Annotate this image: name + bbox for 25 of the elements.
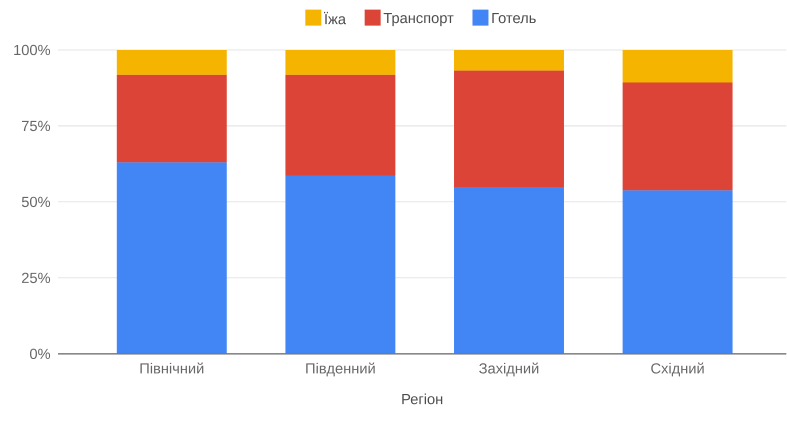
x-tick-label: Східний <box>651 362 704 376</box>
bar <box>622 82 733 190</box>
bar <box>454 188 564 354</box>
bar <box>116 74 227 162</box>
x-tick-label: Північний <box>140 362 204 374</box>
legend-label: Їжа <box>324 12 346 24</box>
legend-label: Готель <box>492 13 536 24</box>
bar <box>285 74 396 176</box>
bar <box>622 50 733 83</box>
legend-label: Транспорт <box>384 13 454 26</box>
x-axis-title: Регіон <box>402 394 442 404</box>
bar <box>285 176 396 354</box>
bar <box>116 162 227 354</box>
bar <box>622 190 733 354</box>
y-tick-label: 0% <box>30 348 50 360</box>
x-tick-label: Західний <box>479 362 538 376</box>
y-tick-label: 100% <box>14 44 50 56</box>
x-tick-label: Південний <box>306 362 375 376</box>
bar <box>454 70 564 188</box>
y-tick-label: 50% <box>22 196 50 208</box>
bar <box>285 50 396 75</box>
bar <box>454 50 564 71</box>
y-tick-label: 25% <box>22 272 50 284</box>
bar <box>116 50 227 75</box>
y-tick-label: 75% <box>22 120 50 132</box>
